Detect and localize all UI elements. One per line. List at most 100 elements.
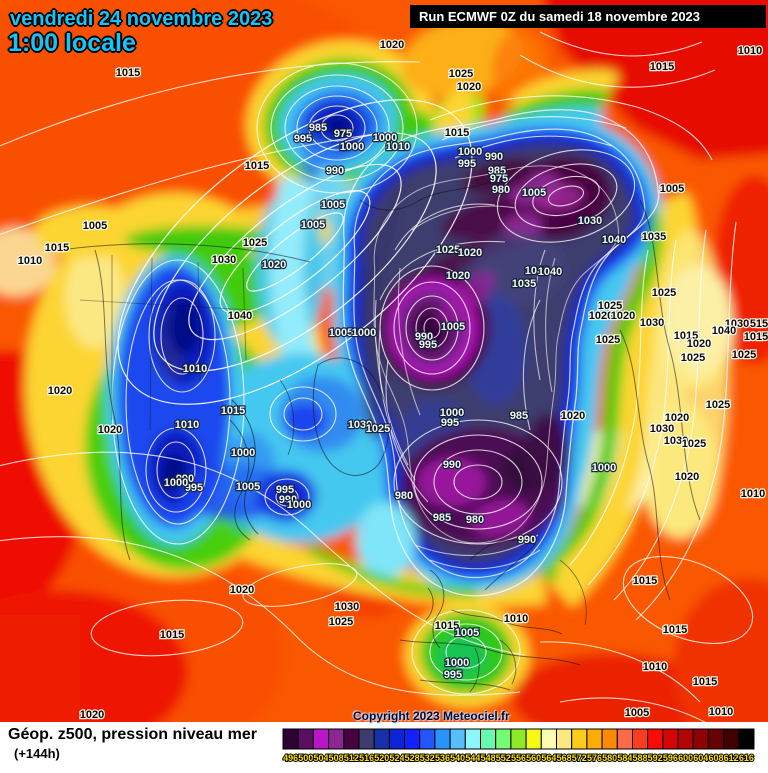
svg-text:1025: 1025 xyxy=(436,244,460,256)
svg-text:1000: 1000 xyxy=(440,407,464,419)
svg-text:552: 552 xyxy=(496,753,511,763)
svg-text:1020: 1020 xyxy=(380,39,404,51)
svg-text:1010: 1010 xyxy=(741,488,765,500)
svg-text:1025: 1025 xyxy=(366,423,390,435)
svg-text:1040: 1040 xyxy=(228,310,252,322)
svg-text:588: 588 xyxy=(632,753,647,763)
svg-text:1025: 1025 xyxy=(598,300,622,312)
svg-text:1010: 1010 xyxy=(18,255,42,267)
svg-text:1030: 1030 xyxy=(640,317,664,329)
svg-text:990: 990 xyxy=(279,494,297,506)
svg-text:1005: 1005 xyxy=(301,219,325,231)
svg-text:995: 995 xyxy=(444,669,462,681)
svg-text:528: 528 xyxy=(405,753,420,763)
svg-text:1020: 1020 xyxy=(665,412,689,424)
svg-text:1010: 1010 xyxy=(183,363,207,375)
svg-text:515: 515 xyxy=(750,318,768,330)
svg-text:568: 568 xyxy=(557,753,572,763)
svg-text:990: 990 xyxy=(176,473,194,485)
svg-text:1035: 1035 xyxy=(642,231,666,243)
svg-text:1030: 1030 xyxy=(578,215,602,227)
svg-text:1020: 1020 xyxy=(687,338,711,350)
svg-text:1025: 1025 xyxy=(596,334,620,346)
svg-text:1020: 1020 xyxy=(561,410,585,422)
svg-text:1000: 1000 xyxy=(231,447,255,459)
svg-text:995: 995 xyxy=(458,158,476,170)
svg-text:516: 516 xyxy=(359,753,374,763)
svg-text:1040: 1040 xyxy=(602,234,626,246)
svg-text:1020: 1020 xyxy=(611,310,635,322)
svg-text:1025: 1025 xyxy=(652,287,676,299)
svg-text:1020: 1020 xyxy=(457,81,481,93)
svg-text:1000: 1000 xyxy=(373,132,397,144)
svg-text:1040: 1040 xyxy=(538,266,562,278)
svg-text:1015: 1015 xyxy=(744,331,768,343)
svg-text:504: 504 xyxy=(313,753,328,763)
svg-text:616: 616 xyxy=(739,753,754,763)
svg-text:1030: 1030 xyxy=(650,423,674,435)
svg-text:980: 980 xyxy=(492,184,510,196)
svg-text:1015: 1015 xyxy=(633,575,657,587)
svg-text:560: 560 xyxy=(526,753,541,763)
svg-text:990: 990 xyxy=(326,165,344,177)
svg-text:1005: 1005 xyxy=(83,220,107,232)
svg-text:995: 995 xyxy=(185,482,203,494)
svg-text:1000: 1000 xyxy=(340,141,364,153)
svg-text:1020: 1020 xyxy=(458,247,482,259)
svg-text:1005: 1005 xyxy=(660,183,684,195)
svg-text:1030: 1030 xyxy=(664,435,688,447)
svg-text:1040: 1040 xyxy=(525,265,549,277)
svg-text:1005: 1005 xyxy=(625,707,649,719)
svg-text:990: 990 xyxy=(443,459,461,471)
svg-text:980: 980 xyxy=(466,514,484,526)
svg-text:596: 596 xyxy=(663,753,678,763)
svg-text:1015: 1015 xyxy=(45,242,69,254)
svg-text:1020: 1020 xyxy=(80,709,104,721)
svg-text:580: 580 xyxy=(602,753,617,763)
svg-text:1010: 1010 xyxy=(709,706,733,718)
svg-text:975: 975 xyxy=(334,128,352,140)
svg-text:576: 576 xyxy=(587,753,602,763)
svg-text:1015: 1015 xyxy=(674,330,698,342)
svg-text:1015: 1015 xyxy=(693,676,717,688)
svg-text:584: 584 xyxy=(617,753,632,763)
svg-text:1015: 1015 xyxy=(116,67,140,79)
svg-text:524: 524 xyxy=(389,753,404,763)
svg-text:1000: 1000 xyxy=(352,327,376,339)
svg-text:1025: 1025 xyxy=(243,237,267,249)
svg-text:1025: 1025 xyxy=(706,399,730,411)
svg-text:1015: 1015 xyxy=(663,624,687,636)
svg-text:1010: 1010 xyxy=(643,661,667,673)
svg-text:1005: 1005 xyxy=(329,327,353,339)
svg-text:572: 572 xyxy=(572,753,587,763)
svg-text:512: 512 xyxy=(344,753,359,763)
svg-text:592: 592 xyxy=(648,753,663,763)
svg-text:540: 540 xyxy=(450,753,465,763)
svg-text:1020: 1020 xyxy=(675,471,699,483)
svg-text:1015: 1015 xyxy=(160,629,184,641)
svg-text:1020: 1020 xyxy=(48,385,72,397)
svg-text:1010: 1010 xyxy=(175,419,199,431)
svg-text:1015: 1015 xyxy=(221,405,245,417)
svg-text:556: 556 xyxy=(511,753,526,763)
svg-text:1010: 1010 xyxy=(738,45,762,57)
svg-text:995: 995 xyxy=(276,484,294,496)
svg-text:985: 985 xyxy=(309,122,327,134)
svg-text:1040: 1040 xyxy=(712,325,736,337)
svg-text:1025: 1025 xyxy=(449,68,473,80)
svg-text:985: 985 xyxy=(433,512,451,524)
svg-text:496: 496 xyxy=(283,753,298,763)
svg-text:1035: 1035 xyxy=(512,278,536,290)
svg-text:1025: 1025 xyxy=(682,438,706,450)
svg-text:548: 548 xyxy=(481,753,496,763)
svg-text:1015: 1015 xyxy=(435,620,459,632)
svg-text:1030: 1030 xyxy=(725,318,749,330)
svg-text:995: 995 xyxy=(419,339,437,351)
svg-text:1005: 1005 xyxy=(522,187,546,199)
svg-text:975: 975 xyxy=(490,173,508,185)
svg-text:1025: 1025 xyxy=(732,349,756,361)
svg-text:604: 604 xyxy=(693,753,708,763)
svg-text:1000: 1000 xyxy=(445,657,469,669)
svg-text:1005: 1005 xyxy=(321,199,345,211)
svg-text:1010: 1010 xyxy=(386,141,410,153)
